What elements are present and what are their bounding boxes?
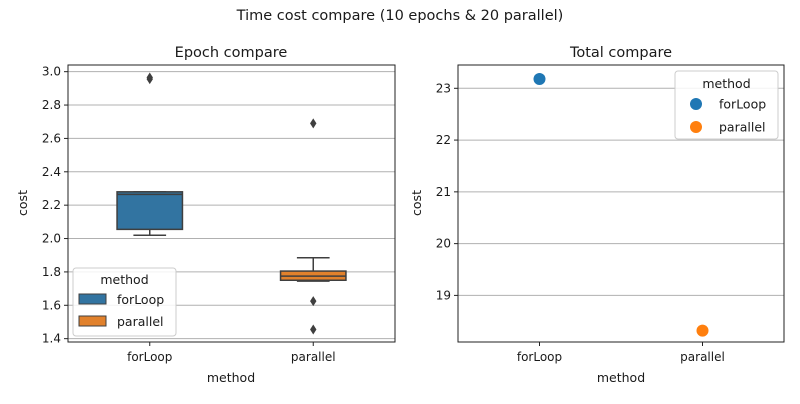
epoch-y-tick-label: 2.4 xyxy=(42,165,61,179)
box-outlier-parallel xyxy=(310,118,317,129)
scatter-point-forloop xyxy=(533,72,546,85)
epoch-y-tick-label: 2.2 xyxy=(42,198,61,212)
total-compare-legend: method forLoop parallel xyxy=(674,70,779,140)
epoch-x-tick-label-forloop: forLoop xyxy=(127,350,172,364)
box-outlier-forloop xyxy=(146,72,153,83)
total-compare-axes-frame xyxy=(457,64,785,343)
epoch-compare-x-ticks: forLoop parallel xyxy=(127,342,336,364)
total-y-tick-label: 23 xyxy=(436,81,451,95)
epoch-y-tick-label: 1.6 xyxy=(42,298,61,312)
total-legend-marker-parallel xyxy=(690,121,702,133)
box-outlier-parallel xyxy=(310,324,317,335)
box-outlier-parallel xyxy=(310,296,317,307)
total-legend-frame xyxy=(674,70,779,140)
total-legend-marker-forloop xyxy=(690,98,702,110)
epoch-compare-x-label: method xyxy=(207,370,255,385)
total-compare-x-label: method xyxy=(597,370,645,385)
total-y-tick-label: 20 xyxy=(436,237,451,251)
total-compare-gridlines xyxy=(458,87,784,296)
epoch-compare-boxes xyxy=(116,72,347,335)
box-body-forloop xyxy=(116,191,184,231)
total-compare-y-label: cost xyxy=(409,190,424,216)
epoch-compare-gridlines xyxy=(68,71,395,340)
epoch-compare-y-ticks: 1.4 1.6 1.8 2.0 2.2 2.4 2.6 2.8 3.0 xyxy=(42,65,68,346)
total-compare-title: Total compare xyxy=(569,45,672,61)
epoch-y-tick-label: 3.0 xyxy=(42,65,61,79)
epoch-y-tick-label: 2.6 xyxy=(42,131,61,145)
total-compare-x-ticks: forLoop parallel xyxy=(517,342,725,364)
epoch-y-tick-label: 2.0 xyxy=(42,232,61,246)
epoch-legend-swatch-parallel xyxy=(78,315,107,327)
total-x-tick-label-parallel: parallel xyxy=(680,350,725,364)
total-y-tick-label: 21 xyxy=(436,185,451,199)
total-legend-label-forloop: forLoop xyxy=(719,97,766,112)
epoch-legend-swatch-forloop xyxy=(78,293,107,305)
epoch-y-tick-label: 1.4 xyxy=(42,332,61,346)
epoch-compare-axes-frame xyxy=(67,64,396,343)
epoch-y-tick-label: 2.8 xyxy=(42,98,61,112)
total-compare-y-ticks: 19 20 21 22 23 xyxy=(436,81,458,302)
epoch-compare-legend: method forLoop parallel xyxy=(72,267,177,337)
epoch-x-tick-label-parallel: parallel xyxy=(291,350,336,364)
epoch-legend-title: method xyxy=(100,272,148,287)
total-legend-title: method xyxy=(702,76,750,91)
total-x-tick-label-forloop: forLoop xyxy=(517,350,562,364)
epoch-y-tick-label: 1.8 xyxy=(42,265,61,279)
total-y-tick-label: 19 xyxy=(436,288,451,302)
scatter-point-parallel xyxy=(696,324,709,337)
total-compare-points xyxy=(533,72,709,337)
total-legend-label-parallel: parallel xyxy=(719,120,766,135)
epoch-compare-title: Epoch compare xyxy=(175,45,288,61)
total-compare-panel: Total compare 19 20 21 22 23 forLoop parallel… xyxy=(409,45,785,385)
epoch-legend-label-parallel: parallel xyxy=(117,314,164,329)
epoch-compare-panel: Epoch compare 1.4 1.6 1.8 2.0 2.2 2.4 2.6 2.8 3.… xyxy=(15,45,396,385)
total-y-tick-label: 22 xyxy=(436,133,451,147)
figure-suptitle: Time cost compare (10 epochs & 20 parall… xyxy=(236,8,564,24)
epoch-legend-label-forloop: forLoop xyxy=(117,292,164,307)
epoch-compare-y-label: cost xyxy=(15,190,30,216)
